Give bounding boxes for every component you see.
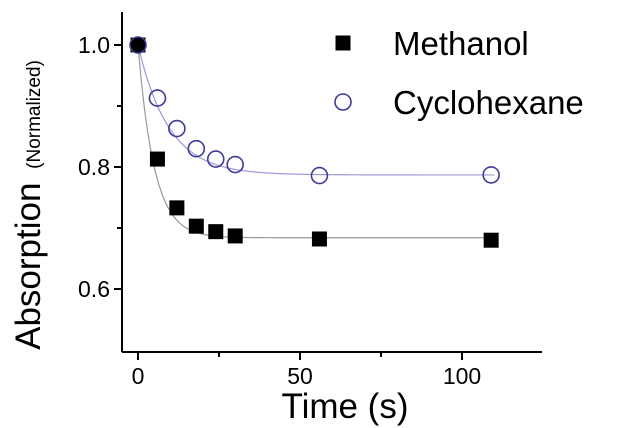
data-point-cyclohexane [129,36,147,54]
tick-labels: 0 50 100 0.6 0.8 1.0 [78,32,481,389]
data-point-methanol [169,200,185,216]
x-axis-title: Time (s) [281,387,408,426]
y-tick-label: 0.8 [78,154,110,180]
data-point-methanol [483,232,499,248]
x-tick-label: 50 [287,363,313,389]
y-tick-label: 1.0 [78,32,110,58]
data-point-cyclohexane [310,166,329,185]
legend-label-cyclohexane: Cyclohexane [393,84,584,121]
data-point-cyclohexane [148,89,167,107]
data-point-methanol [311,231,327,247]
x-tick-label: 0 [132,363,145,389]
data-point-methanol [208,224,224,240]
y-axis-title-suffix: (Normalized) [24,60,45,169]
y-axis-title: Absorption (Normalized) [9,60,48,350]
data-point-cyclohexane [206,150,225,168]
y-tick-label: 0.6 [78,276,110,302]
y-axis-title-main: Absorption [9,183,48,350]
legend: Methanol Cyclohexane [334,25,584,121]
data-point-methanol [188,218,204,234]
data-point-cyclohexane [482,166,500,184]
legend-label-methanol: Methanol [393,25,529,62]
data-point-cyclohexane [168,119,186,138]
data-point-methanol [130,37,146,53]
data-point-methanol [149,151,165,167]
x-tick-label: 100 [443,363,481,389]
legend-marker-cyclohexane [334,93,352,111]
data-point-cyclohexane [187,139,206,158]
data-point-methanol [227,228,243,244]
legend-marker-methanol [335,35,351,51]
axes [114,12,542,360]
data-point-cyclohexane [226,155,244,174]
data-points [129,36,500,248]
